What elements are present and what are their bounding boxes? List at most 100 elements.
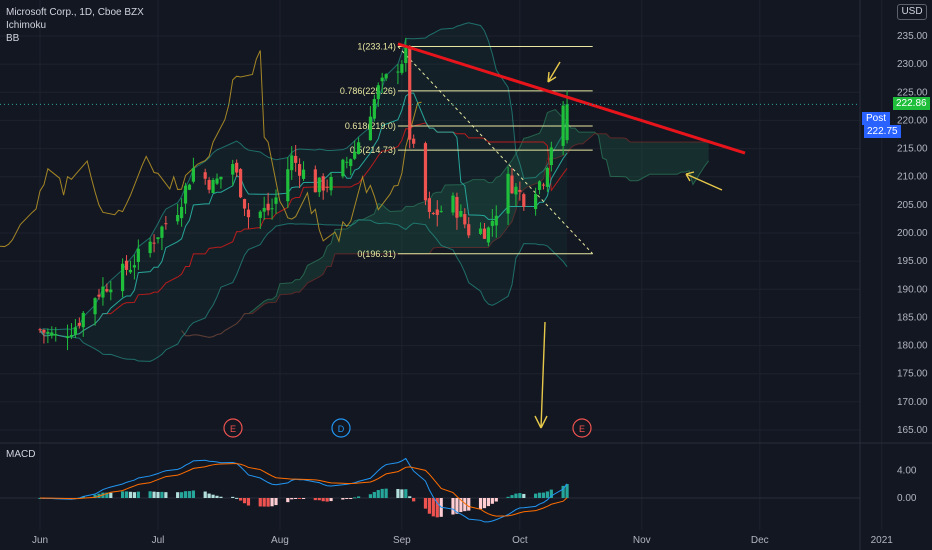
macd-y-tick-label: 4.00: [897, 466, 917, 477]
macd-hist-bar: [455, 498, 459, 514]
kijun-line: [39, 122, 568, 338]
x-tick-label: Jul: [152, 535, 165, 546]
candle-body: [258, 211, 262, 218]
candle-body: [164, 223, 168, 225]
candle-body: [321, 176, 325, 191]
candle-body: [148, 241, 152, 254]
event-marker-circle: [331, 418, 351, 438]
macd-hist-bar: [187, 491, 192, 498]
macd-hist-bar: [518, 493, 522, 498]
macd-hist-bar: [81, 496, 85, 498]
candle-body: [290, 155, 294, 171]
macd-hist-bar: [160, 491, 164, 498]
macd-hist-bar: [258, 498, 262, 507]
macd-hist-bar: [482, 498, 487, 509]
candle-body: [537, 181, 542, 190]
indicator-ichimoku-label[interactable]: Ichimoku: [6, 20, 47, 31]
macd-hist-bar: [384, 488, 388, 498]
candle-body: [266, 203, 270, 211]
symbol-title[interactable]: Microsoft Corp., 1D, Cboe BZX: [6, 7, 144, 18]
x-tick-label: Nov: [633, 535, 651, 546]
macd-hist-bar: [380, 488, 384, 498]
y-tick-label: 210.00: [897, 172, 928, 183]
y-tick-label: 230.00: [897, 59, 928, 70]
event-marker-label: D: [338, 424, 345, 434]
macd-hist-bar: [128, 491, 133, 498]
fib-level-label: 1(233.14): [357, 41, 396, 51]
candle-body: [73, 327, 77, 335]
chikou-line: [0, 50, 422, 248]
senkou-a-line: [181, 108, 710, 338]
macd-hist-bar: [510, 495, 514, 498]
post-value: 222.75: [864, 125, 901, 138]
candle-body: [231, 164, 235, 175]
macd-hist-bar: [148, 491, 152, 498]
candle-body: [541, 184, 546, 186]
candle-body: [180, 206, 184, 219]
candle-body: [211, 179, 215, 194]
candle-body: [235, 162, 239, 173]
candle-body: [349, 159, 353, 167]
candle-body: [435, 209, 439, 215]
candle-body: [467, 224, 471, 236]
macd-hist-bar: [266, 498, 270, 507]
candle-body: [301, 169, 306, 179]
candle-body: [270, 208, 274, 210]
macd-hist-bar: [109, 492, 113, 498]
candle-body: [506, 173, 510, 214]
x-tick-label: Oct: [512, 535, 528, 546]
indicator-bb-label[interactable]: BB: [6, 33, 20, 44]
macd-hist-bar: [325, 498, 329, 502]
macd-hist-bar: [270, 498, 274, 507]
y-tick-label: 195.00: [897, 256, 928, 267]
candle-body: [65, 336, 70, 339]
y-tick-label: 180.00: [897, 341, 928, 352]
candle-body: [176, 214, 180, 222]
macd-hist-bar: [105, 492, 109, 498]
bb-fill: [40, 22, 568, 362]
macd-label[interactable]: MACD: [6, 449, 36, 460]
macd-hist-bar: [427, 498, 431, 514]
candle-body: [42, 329, 46, 333]
macd-hist-bar: [490, 498, 494, 504]
candle-body: [46, 331, 50, 334]
candle-body: [357, 142, 361, 155]
candle-body: [274, 197, 278, 204]
fib-level-label: 0.786(225.26): [340, 86, 396, 96]
candle-body: [152, 242, 156, 244]
macd-hist-bar: [152, 491, 156, 498]
macd-hist-bar: [537, 492, 542, 498]
y-tick-label: 225.00: [897, 87, 928, 98]
candle-body: [77, 322, 81, 326]
macd-hist-bar: [274, 498, 278, 506]
event-marker: E: [223, 418, 243, 438]
macd-hist-bar: [467, 498, 471, 511]
candle-body: [400, 64, 404, 73]
currency-button[interactable]: USD: [897, 4, 927, 20]
macd-hist-bar: [451, 498, 455, 515]
macd-hist-bar: [183, 491, 188, 498]
candle-body: [93, 298, 97, 315]
bb-lower: [39, 219, 568, 362]
candle-body: [341, 159, 345, 177]
candle-body: [128, 269, 133, 273]
x-tick-label: Jun: [32, 535, 48, 546]
event-marker-label: E: [230, 424, 236, 434]
macd-hist-bar: [534, 493, 538, 498]
event-marker-label: E: [579, 424, 585, 434]
candle-body: [246, 209, 251, 218]
macd-hist-bar: [486, 498, 490, 507]
y-tick-label: 175.00: [897, 369, 928, 380]
macd-hist-bar: [404, 489, 408, 498]
candle-body: [384, 74, 388, 79]
candle-body: [380, 77, 384, 82]
post-market-tag: Post222.75: [862, 112, 922, 138]
candle-body: [423, 143, 428, 201]
candle-body: [298, 164, 302, 176]
candle-body: [215, 178, 219, 184]
candle-body: [132, 265, 136, 268]
macd-hist-bar: [136, 491, 140, 498]
macd-hist-bar: [132, 492, 136, 498]
